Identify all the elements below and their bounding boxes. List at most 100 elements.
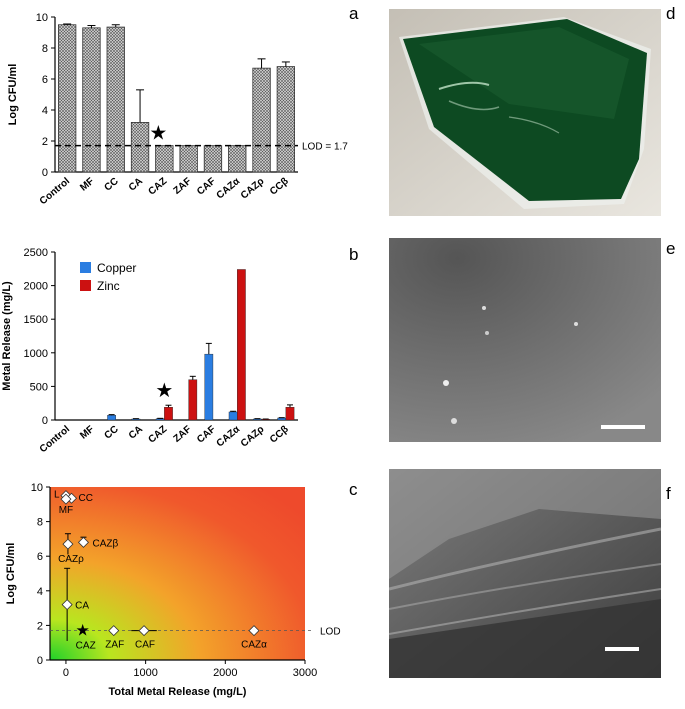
plot-background-c xyxy=(50,487,305,660)
data-point-c xyxy=(77,536,89,548)
star-marker-b: ★ xyxy=(155,380,173,402)
point-label-c: CAZβ xyxy=(92,538,118,549)
bar-b-copper xyxy=(228,411,238,421)
chart-c: 0 2 4 6 8 10 0 1000 2000 3000 Log CFU/ml Total Meta… xyxy=(5,482,341,698)
y-tick-label-b: 1500 xyxy=(24,314,48,326)
lod-label-c: LOD xyxy=(320,627,341,638)
data-point-c xyxy=(60,493,72,505)
data-point-c xyxy=(61,599,73,611)
x-tick-label-b: CC xyxy=(103,424,121,442)
data-point-c xyxy=(108,625,120,637)
x-axis-title-c: Total Metal Release (mg/L) xyxy=(109,686,247,698)
bar-b-copper xyxy=(277,417,287,421)
scale-bar-f xyxy=(605,647,639,651)
bar-b-zinc xyxy=(164,407,173,421)
x-tick-label-c: 1000 xyxy=(133,667,157,679)
point-label-c: CAF xyxy=(135,640,155,651)
photo-sem-surface xyxy=(389,238,661,442)
x-tick-label-a: CAZα xyxy=(215,175,243,201)
bar-b-zinc xyxy=(237,269,246,421)
x-tick-label-b: MF xyxy=(78,424,96,442)
photo-green-film xyxy=(389,9,661,216)
data-point-c xyxy=(62,538,74,550)
y-tick-label-b: 2000 xyxy=(24,281,48,293)
bar-a xyxy=(106,26,125,173)
y-axis-title-c: Log CFU/ml xyxy=(5,543,17,605)
y-axis-title-b: Metal Release (mg/L) xyxy=(1,281,13,391)
panel-label-f: f xyxy=(666,484,671,503)
point-label-c: CC xyxy=(79,493,93,504)
bar-a xyxy=(155,145,174,173)
x-tick-label-b: CAZ xyxy=(146,424,169,446)
x-tick-label-a: CC xyxy=(103,176,121,194)
point-label-c: ZAF xyxy=(105,640,124,651)
x-tick-label-c: 0 xyxy=(63,667,69,679)
y-tick-label-b: 0 xyxy=(42,415,48,427)
panel-label-b: b xyxy=(349,245,359,264)
x-tick-label-a: CCβ xyxy=(268,176,291,198)
y-tick-label-a: 0 xyxy=(42,167,48,179)
bar-a xyxy=(203,145,223,173)
y-axis-title-a: Log CFU/ml xyxy=(7,64,19,126)
legend-label-copper: Copper xyxy=(97,261,136,275)
bar-a xyxy=(179,145,198,173)
y-tick-label-a: 4 xyxy=(42,105,48,117)
panel-label-e: e xyxy=(666,239,676,258)
bar-a xyxy=(82,27,101,173)
x-tick-label-c: 2000 xyxy=(213,667,237,679)
x-tick-label-a: CAZρ xyxy=(239,176,267,202)
point-label-c: CAZα xyxy=(241,640,267,651)
y-tick-label-c: 8 xyxy=(37,517,43,529)
panel-label-c: c xyxy=(349,480,358,499)
scale-bar-e xyxy=(601,425,645,429)
photo-sem-cross-section xyxy=(389,469,661,678)
star-marker-c: ★ xyxy=(76,623,90,640)
point-label-c: MF xyxy=(59,505,73,516)
lod-label-a: LOD = 1.7 xyxy=(302,142,348,153)
x-tick-label-b: CA xyxy=(127,424,145,442)
point-label-c: CA xyxy=(75,601,89,612)
bar-a xyxy=(130,122,150,173)
y-tick-label-c: 6 xyxy=(37,551,43,563)
y-tick-label-a: 2 xyxy=(42,136,48,148)
y-tick-label-c: 4 xyxy=(37,586,43,598)
bar-a xyxy=(276,66,295,173)
x-tick-label-a: Control xyxy=(38,176,72,207)
x-tick-label-b: CAZα xyxy=(215,423,243,449)
bar-b-zinc xyxy=(285,407,295,421)
x-tick-label-a: MF xyxy=(78,176,96,194)
y-tick-label-c: 0 xyxy=(37,655,43,667)
panel-label-d: d xyxy=(666,4,676,23)
data-point-c xyxy=(248,625,260,637)
x-tick-label-b: Control xyxy=(38,424,72,455)
x-tick-label-a: CAZ xyxy=(146,176,169,198)
bar-b-zinc xyxy=(188,379,198,421)
x-tick-label-b: CCβ xyxy=(268,424,291,446)
star-marker-a: ★ xyxy=(149,123,167,145)
bar-b-copper xyxy=(204,353,214,421)
chart-b: 0 500 1000 1500 2000 2500 Metal Release (mg/L)… xyxy=(1,247,298,455)
point-label-c: CAZ xyxy=(76,641,96,652)
y-tick-label-a: 8 xyxy=(42,43,48,55)
bar-b-copper xyxy=(107,415,116,421)
x-tick-label-a: ZAF xyxy=(172,176,194,197)
x-tick-label-c: 3000 xyxy=(293,667,317,679)
y-tick-label-b: 1000 xyxy=(24,348,48,360)
bar-b-copper xyxy=(155,418,165,421)
x-tick-label-b: ZAF xyxy=(172,424,194,445)
legend-swatch-copper xyxy=(80,262,91,273)
y-tick-label-b: 500 xyxy=(30,381,48,393)
y-tick-label-c: 2 xyxy=(37,620,43,632)
panel-label-a: a xyxy=(349,4,359,23)
y-tick-label-c: 10 xyxy=(31,482,43,494)
legend-swatch-zinc xyxy=(80,280,91,291)
x-tick-label-a: CA xyxy=(127,176,145,194)
bar-a xyxy=(228,145,247,173)
data-point-c xyxy=(138,625,150,637)
legend-label-zinc: Zinc xyxy=(97,279,120,293)
y-tick-label-a: 6 xyxy=(42,74,48,86)
bar-a xyxy=(252,67,271,173)
point-label-c: L xyxy=(54,490,60,501)
